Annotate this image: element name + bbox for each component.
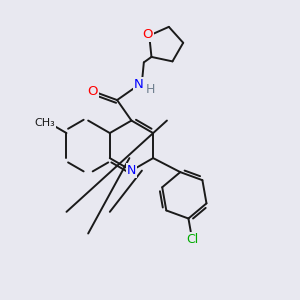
Text: N: N — [127, 164, 136, 177]
Text: O: O — [88, 85, 98, 98]
Text: H: H — [145, 83, 155, 96]
Text: O: O — [142, 28, 153, 40]
Text: N: N — [134, 78, 143, 91]
Text: Cl: Cl — [186, 233, 198, 246]
Text: CH₃: CH₃ — [34, 118, 56, 128]
